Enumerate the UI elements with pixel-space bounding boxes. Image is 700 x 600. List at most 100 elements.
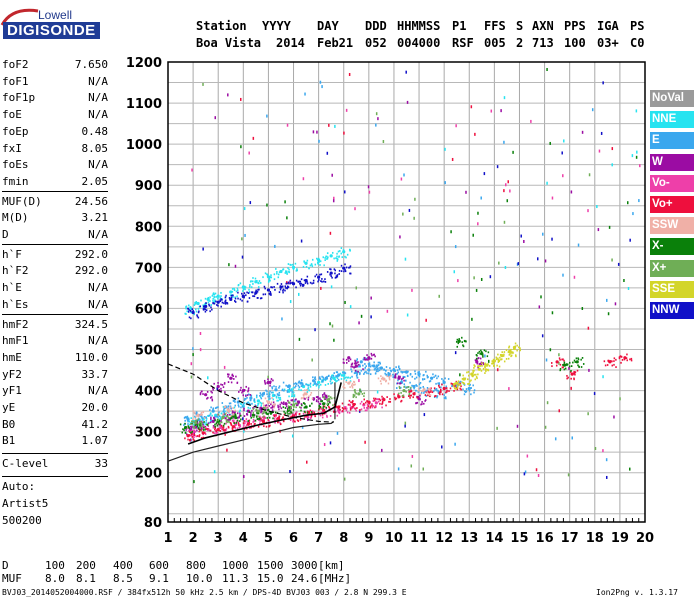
echo-dot	[438, 383, 440, 386]
echo-dot	[326, 414, 328, 417]
echo-dot	[284, 289, 286, 292]
echo-dot	[499, 356, 501, 359]
echo-dot	[402, 394, 405, 397]
echo-dot	[366, 400, 368, 403]
echo-dot	[198, 310, 200, 313]
echo-dot	[392, 368, 395, 370]
echo-dot	[222, 429, 225, 432]
echo-dot	[294, 386, 296, 389]
echo-dot	[480, 369, 483, 372]
echo-dot	[298, 386, 301, 389]
noise-point	[581, 130, 584, 134]
echo-dot	[214, 415, 216, 418]
echo-dot	[315, 384, 318, 387]
echo-dot	[237, 404, 240, 407]
param-name: yE	[2, 401, 16, 414]
echo-dot	[400, 386, 402, 389]
echo-dot	[203, 426, 205, 429]
echo-dot	[409, 381, 411, 384]
echo-dot	[269, 381, 272, 383]
echo-dot	[497, 357, 499, 360]
echo-dot	[306, 410, 309, 413]
echo-dot	[305, 396, 308, 399]
echo-dot	[296, 402, 298, 405]
echo-dot	[222, 410, 225, 413]
echo-dot	[356, 373, 358, 376]
echo-dot	[429, 394, 432, 396]
echo-dot	[220, 387, 222, 390]
noise-point	[249, 201, 252, 205]
echo-dot	[312, 376, 314, 379]
echo-dot	[231, 290, 234, 293]
echo-dot	[324, 384, 327, 386]
echo-dot	[439, 393, 441, 396]
echo-dot	[342, 358, 345, 361]
echo-dot	[185, 429, 187, 431]
echo-dot	[250, 413, 252, 416]
echo-dot	[291, 395, 293, 398]
echo-dot	[393, 374, 396, 377]
echo-dot	[418, 383, 421, 386]
echo-dot	[403, 371, 405, 373]
echo-dot	[257, 400, 259, 402]
echo-dot	[260, 409, 263, 412]
echo-dot	[372, 400, 375, 402]
echo-dot	[427, 394, 429, 397]
echo-dot	[244, 397, 247, 400]
echo-dot	[625, 357, 628, 360]
echo-dot	[397, 379, 399, 382]
echo-dot	[209, 429, 211, 432]
noise-point	[326, 151, 329, 155]
echo-dot	[323, 392, 325, 395]
echo-dot	[295, 279, 298, 282]
echo-dot	[364, 366, 367, 369]
echo-dot	[484, 365, 486, 368]
echo-dot	[472, 384, 474, 387]
echo-dot	[224, 413, 227, 416]
echo-dot	[276, 418, 278, 420]
echo-dot	[212, 292, 215, 295]
echo-dot	[309, 264, 312, 267]
noise-point	[381, 448, 383, 452]
echo-dot	[208, 414, 211, 417]
echo-dot	[508, 346, 510, 349]
echo-dot	[351, 401, 354, 404]
echo-dot	[355, 392, 357, 395]
noise-point	[370, 315, 372, 319]
echo-dot	[289, 385, 291, 388]
echo-dot	[303, 279, 306, 282]
echo-dot	[270, 276, 273, 279]
echo-dot	[290, 403, 292, 406]
echo-dot	[345, 256, 347, 259]
echo-dot	[350, 384, 353, 387]
echo-dot	[278, 416, 280, 419]
echo-dot	[563, 368, 566, 371]
noise-point	[487, 359, 490, 363]
noise-point	[545, 358, 548, 362]
echo-dot	[381, 398, 383, 401]
echo-dot	[215, 296, 217, 298]
echo-dot	[268, 405, 270, 407]
echo-dot	[443, 394, 445, 397]
noise-point	[192, 347, 194, 351]
echo-dot	[334, 276, 337, 279]
echo-dot	[318, 405, 321, 408]
echo-dot	[275, 396, 278, 399]
echo-dot	[457, 342, 460, 345]
echo-dot	[463, 393, 466, 396]
noise-point	[588, 368, 590, 372]
echo-dot	[220, 426, 222, 428]
echo-dot	[201, 416, 203, 419]
legend-item: X+	[650, 259, 694, 277]
echo-dot	[298, 380, 301, 383]
echo-dot	[216, 423, 219, 426]
noise-point	[558, 353, 560, 357]
echo-dot	[324, 397, 326, 400]
echo-dot	[200, 411, 203, 414]
echo-dot	[308, 267, 310, 270]
echo-dot	[392, 373, 394, 376]
echo-dot	[209, 300, 211, 302]
noise-point	[551, 196, 554, 200]
echo-dot	[464, 391, 467, 394]
echo-dot	[419, 398, 421, 401]
